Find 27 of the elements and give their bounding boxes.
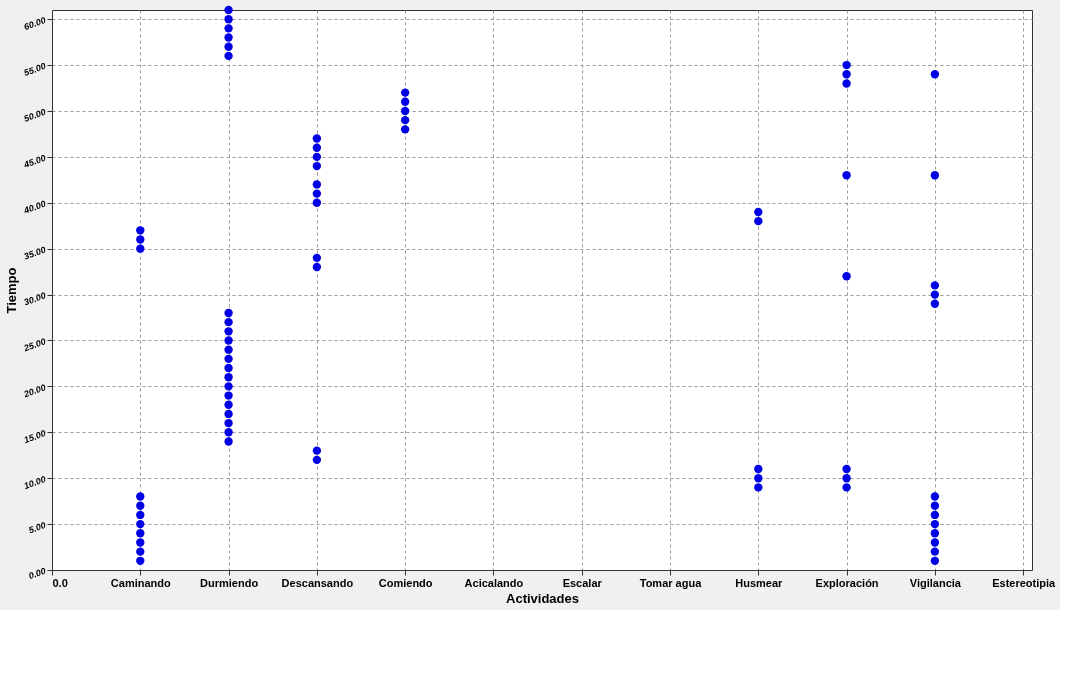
y-tick-label: 45.00 xyxy=(21,152,48,171)
y-tick-label: 35.00 xyxy=(22,244,48,262)
x-tick-label: Comiendo xyxy=(378,576,433,589)
x-tick-label: Vigilancia xyxy=(909,576,962,589)
x-tick-label: Escalar xyxy=(562,576,603,589)
x-tick-label: Exploración xyxy=(815,576,879,589)
y-tick-label: 40.00 xyxy=(21,198,48,217)
x-tick-label: Estereotipia xyxy=(992,576,1057,589)
x-tick-label: Caminando xyxy=(110,576,172,589)
y-tick-label: 60.00 xyxy=(22,14,48,33)
x-tick-label: 0.0 xyxy=(52,576,68,589)
y-tick-label: 55.00 xyxy=(22,60,48,78)
x-tick-label: Tomar agua xyxy=(639,576,703,589)
x-tick-label: Descansando xyxy=(281,576,354,589)
x-tick-label: Acicalando xyxy=(464,576,524,589)
y-tick-label: 5.00 xyxy=(27,519,48,536)
y-tick-label: 15.00 xyxy=(22,428,48,446)
y-tick-label: 20.00 xyxy=(21,382,48,400)
y-tick-label: 25.00 xyxy=(21,336,48,354)
y-tick-label: 0.00 xyxy=(27,565,48,582)
x-tick-label: Durmiendo xyxy=(200,576,259,589)
x-axis-title: Actividades xyxy=(506,590,579,606)
y-tick-label: 50.00 xyxy=(22,106,48,124)
y-axis-title: Tiempo xyxy=(3,267,19,314)
x-tick-label: Husmear xyxy=(735,576,784,589)
y-tick-label: 30.00 xyxy=(22,290,48,308)
y-tick-label: 10.00 xyxy=(22,474,48,492)
